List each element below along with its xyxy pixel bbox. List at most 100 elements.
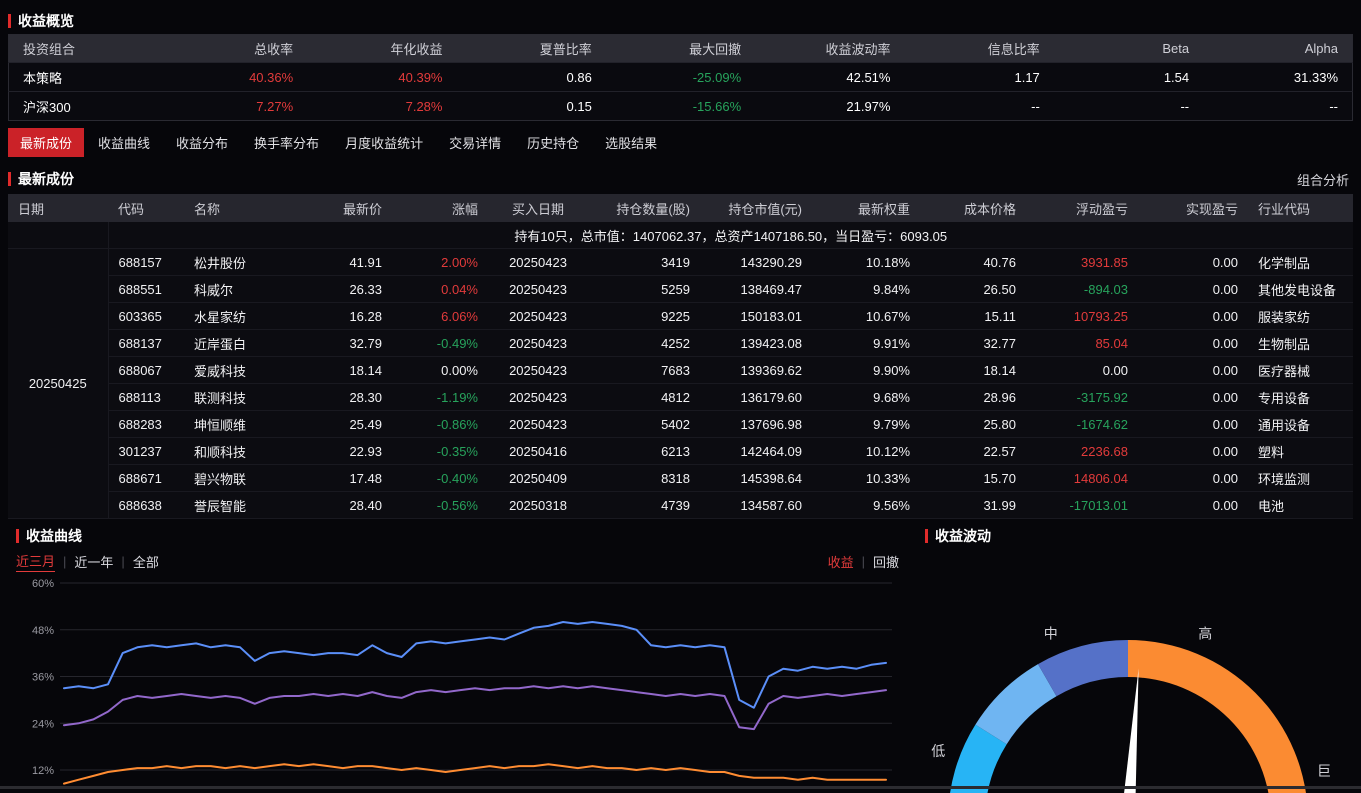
holdings-cell: 31.99 [920, 492, 1026, 519]
holdings-row[interactable]: 20250425688157松井股份41.912.00%202504233419… [8, 249, 1353, 276]
holdings-cell: 22.57 [920, 438, 1026, 465]
holdings-cell: -0.86% [392, 411, 488, 438]
tab-item-2[interactable]: 收益分布 [164, 128, 240, 157]
overview-col-header: 总收率 [158, 35, 307, 63]
holdings-cell: 138469.47 [700, 276, 812, 303]
holdings-cell: -0.40% [392, 465, 488, 492]
holdings-header-row: 日期代码名称最新价涨幅买入日期持仓数量(股)持仓市值(元)最新权重成本价格浮动盈… [8, 194, 1353, 222]
holdings-cell: -17013.01 [1026, 492, 1138, 519]
title-accent-bar [16, 529, 19, 543]
overview-col-header: 年化收益 [307, 35, 456, 63]
holdings-cell: -3175.92 [1026, 384, 1138, 411]
holdings-col-header: 实现盈亏 [1138, 194, 1248, 222]
holdings-cell: 2236.68 [1026, 438, 1138, 465]
tab-item-6[interactable]: 历史持仓 [515, 128, 591, 157]
holdings-cell: 20250423 [488, 357, 588, 384]
holdings-cell: 9.56% [812, 492, 920, 519]
holdings-cell: 4812 [588, 384, 700, 411]
holdings-row[interactable]: 688551科威尔26.330.04%202504235259138469.47… [8, 276, 1353, 303]
holdings-cell: 28.40 [300, 492, 392, 519]
overview-cell: -- [1203, 92, 1352, 121]
holdings-cell: 4739 [588, 492, 700, 519]
holdings-cell: 0.00 [1138, 465, 1248, 492]
holdings-cell: 0.00 [1138, 492, 1248, 519]
holdings-cell: 32.79 [300, 330, 392, 357]
mode-item-0[interactable]: 收益 [828, 552, 854, 571]
tab-item-4[interactable]: 月度收益统计 [333, 128, 435, 157]
holdings-cell: 139423.08 [700, 330, 812, 357]
holdings-col-header: 名称 [184, 194, 300, 222]
holdings-col-header: 代码 [108, 194, 184, 222]
holdings-cell: 17.48 [300, 465, 392, 492]
overview-cell: 7.27% [158, 92, 307, 121]
holdings-cell: 0.00 [1138, 303, 1248, 330]
holdings-cell: 20250318 [488, 492, 588, 519]
holdings-row[interactable]: 688283坤恒顺维25.49-0.86%202504235402137696.… [8, 411, 1353, 438]
overview-cell: 0.86 [456, 63, 605, 92]
tab-item-0[interactable]: 最新成份 [8, 128, 84, 157]
holdings-cell: 26.33 [300, 276, 392, 303]
separator: | [63, 554, 66, 569]
holdings-cell: 3931.85 [1026, 249, 1138, 276]
holdings-cell: 688551 [108, 276, 184, 303]
holdings-row[interactable]: 688137近岸蛋白32.79-0.49%202504234252139423.… [8, 330, 1353, 357]
range-item-2[interactable]: 全部 [133, 552, 159, 571]
curve-chart: 12%24%36%48%60% [16, 573, 899, 789]
holdings-cell: 近岸蛋白 [184, 330, 300, 357]
tab-item-5[interactable]: 交易详情 [437, 128, 513, 157]
holdings-cell: 18.14 [300, 357, 392, 384]
range-item-1[interactable]: 近一年 [74, 552, 113, 571]
holdings-cell: 20250423 [488, 330, 588, 357]
tab-item-1[interactable]: 收益曲线 [86, 128, 162, 157]
overview-title: 收益概览 [8, 8, 1353, 34]
holdings-cell: 9.68% [812, 384, 920, 411]
holdings-panel: 最新成份 组合分析 日期代码名称最新价涨幅买入日期持仓数量(股)持仓市值(元)最… [8, 164, 1353, 519]
overview-cell: 40.36% [158, 63, 307, 92]
holdings-title-row: 最新成份 组合分析 [8, 164, 1353, 194]
holdings-col-header: 持仓市值(元) [700, 194, 812, 222]
holdings-cell: 专用设备 [1248, 384, 1353, 411]
mode-item-1[interactable]: 回撤 [873, 552, 899, 571]
holdings-cell: 9225 [588, 303, 700, 330]
holdings-cell: 20250423 [488, 303, 588, 330]
y-tick-label: 48% [32, 625, 54, 637]
holdings-cell: 联测科技 [184, 384, 300, 411]
holdings-col-header: 买入日期 [488, 194, 588, 222]
holdings-row[interactable]: 688067爱威科技18.140.00%202504237683139369.6… [8, 357, 1353, 384]
mode-filter: 收益|回撤 [828, 552, 899, 571]
holdings-col-header: 涨幅 [392, 194, 488, 222]
bottom-row: 收益曲线 近三月|近一年|全部 收益|回撤 12%24%36%48%60% 收益… [8, 523, 1353, 793]
y-tick-label: 24% [32, 718, 54, 730]
holdings-row[interactable]: 688113联测科技28.30-1.19%202504234812136179.… [8, 384, 1353, 411]
overview-row: 本策略40.36%40.39%0.86-25.09%42.51%1.171.54… [9, 63, 1353, 92]
holdings-cell: 688671 [108, 465, 184, 492]
holdings-row[interactable]: 603365水星家纺16.286.06%202504239225150183.0… [8, 303, 1353, 330]
gauge-title: 收益波动 [925, 523, 1345, 549]
holdings-row[interactable]: 688638誉辰智能28.40-0.56%202503184739134587.… [8, 492, 1353, 519]
holdings-row[interactable]: 688671碧兴物联17.48-0.40%202504098318145398.… [8, 465, 1353, 492]
tab-item-7[interactable]: 选股结果 [593, 128, 669, 157]
holdings-date-cell: 20250425 [8, 249, 108, 519]
holdings-cell: 688157 [108, 249, 184, 276]
holdings-cell: 14806.04 [1026, 465, 1138, 492]
holdings-cell: 143290.29 [700, 249, 812, 276]
holdings-cell: 22.93 [300, 438, 392, 465]
holdings-cell: 0.00 [1138, 411, 1248, 438]
overview-cell: 21.97% [755, 92, 904, 121]
holdings-row[interactable]: 301237和顺科技22.93-0.35%202504166213142464.… [8, 438, 1353, 465]
holdings-cell: 塑料 [1248, 438, 1353, 465]
gauge-label-1: 中 [1044, 625, 1058, 641]
gauge-title-text: 收益波动 [935, 526, 991, 546]
gauge-segment-1 [975, 664, 1056, 744]
holdings-cell: 150183.01 [700, 303, 812, 330]
holdings-cell: 10.18% [812, 249, 920, 276]
overview-cell: 42.51% [755, 63, 904, 92]
overview-cell: -25.09% [606, 63, 755, 92]
holdings-cell: 0.00 [1026, 357, 1138, 384]
holdings-cell: 5402 [588, 411, 700, 438]
tab-item-3[interactable]: 换手率分布 [242, 128, 331, 157]
holdings-cell: 688638 [108, 492, 184, 519]
portfolio-analysis-link[interactable]: 组合分析 [1297, 170, 1349, 189]
holdings-cell: 136179.60 [700, 384, 812, 411]
range-item-0[interactable]: 近三月 [16, 551, 55, 572]
